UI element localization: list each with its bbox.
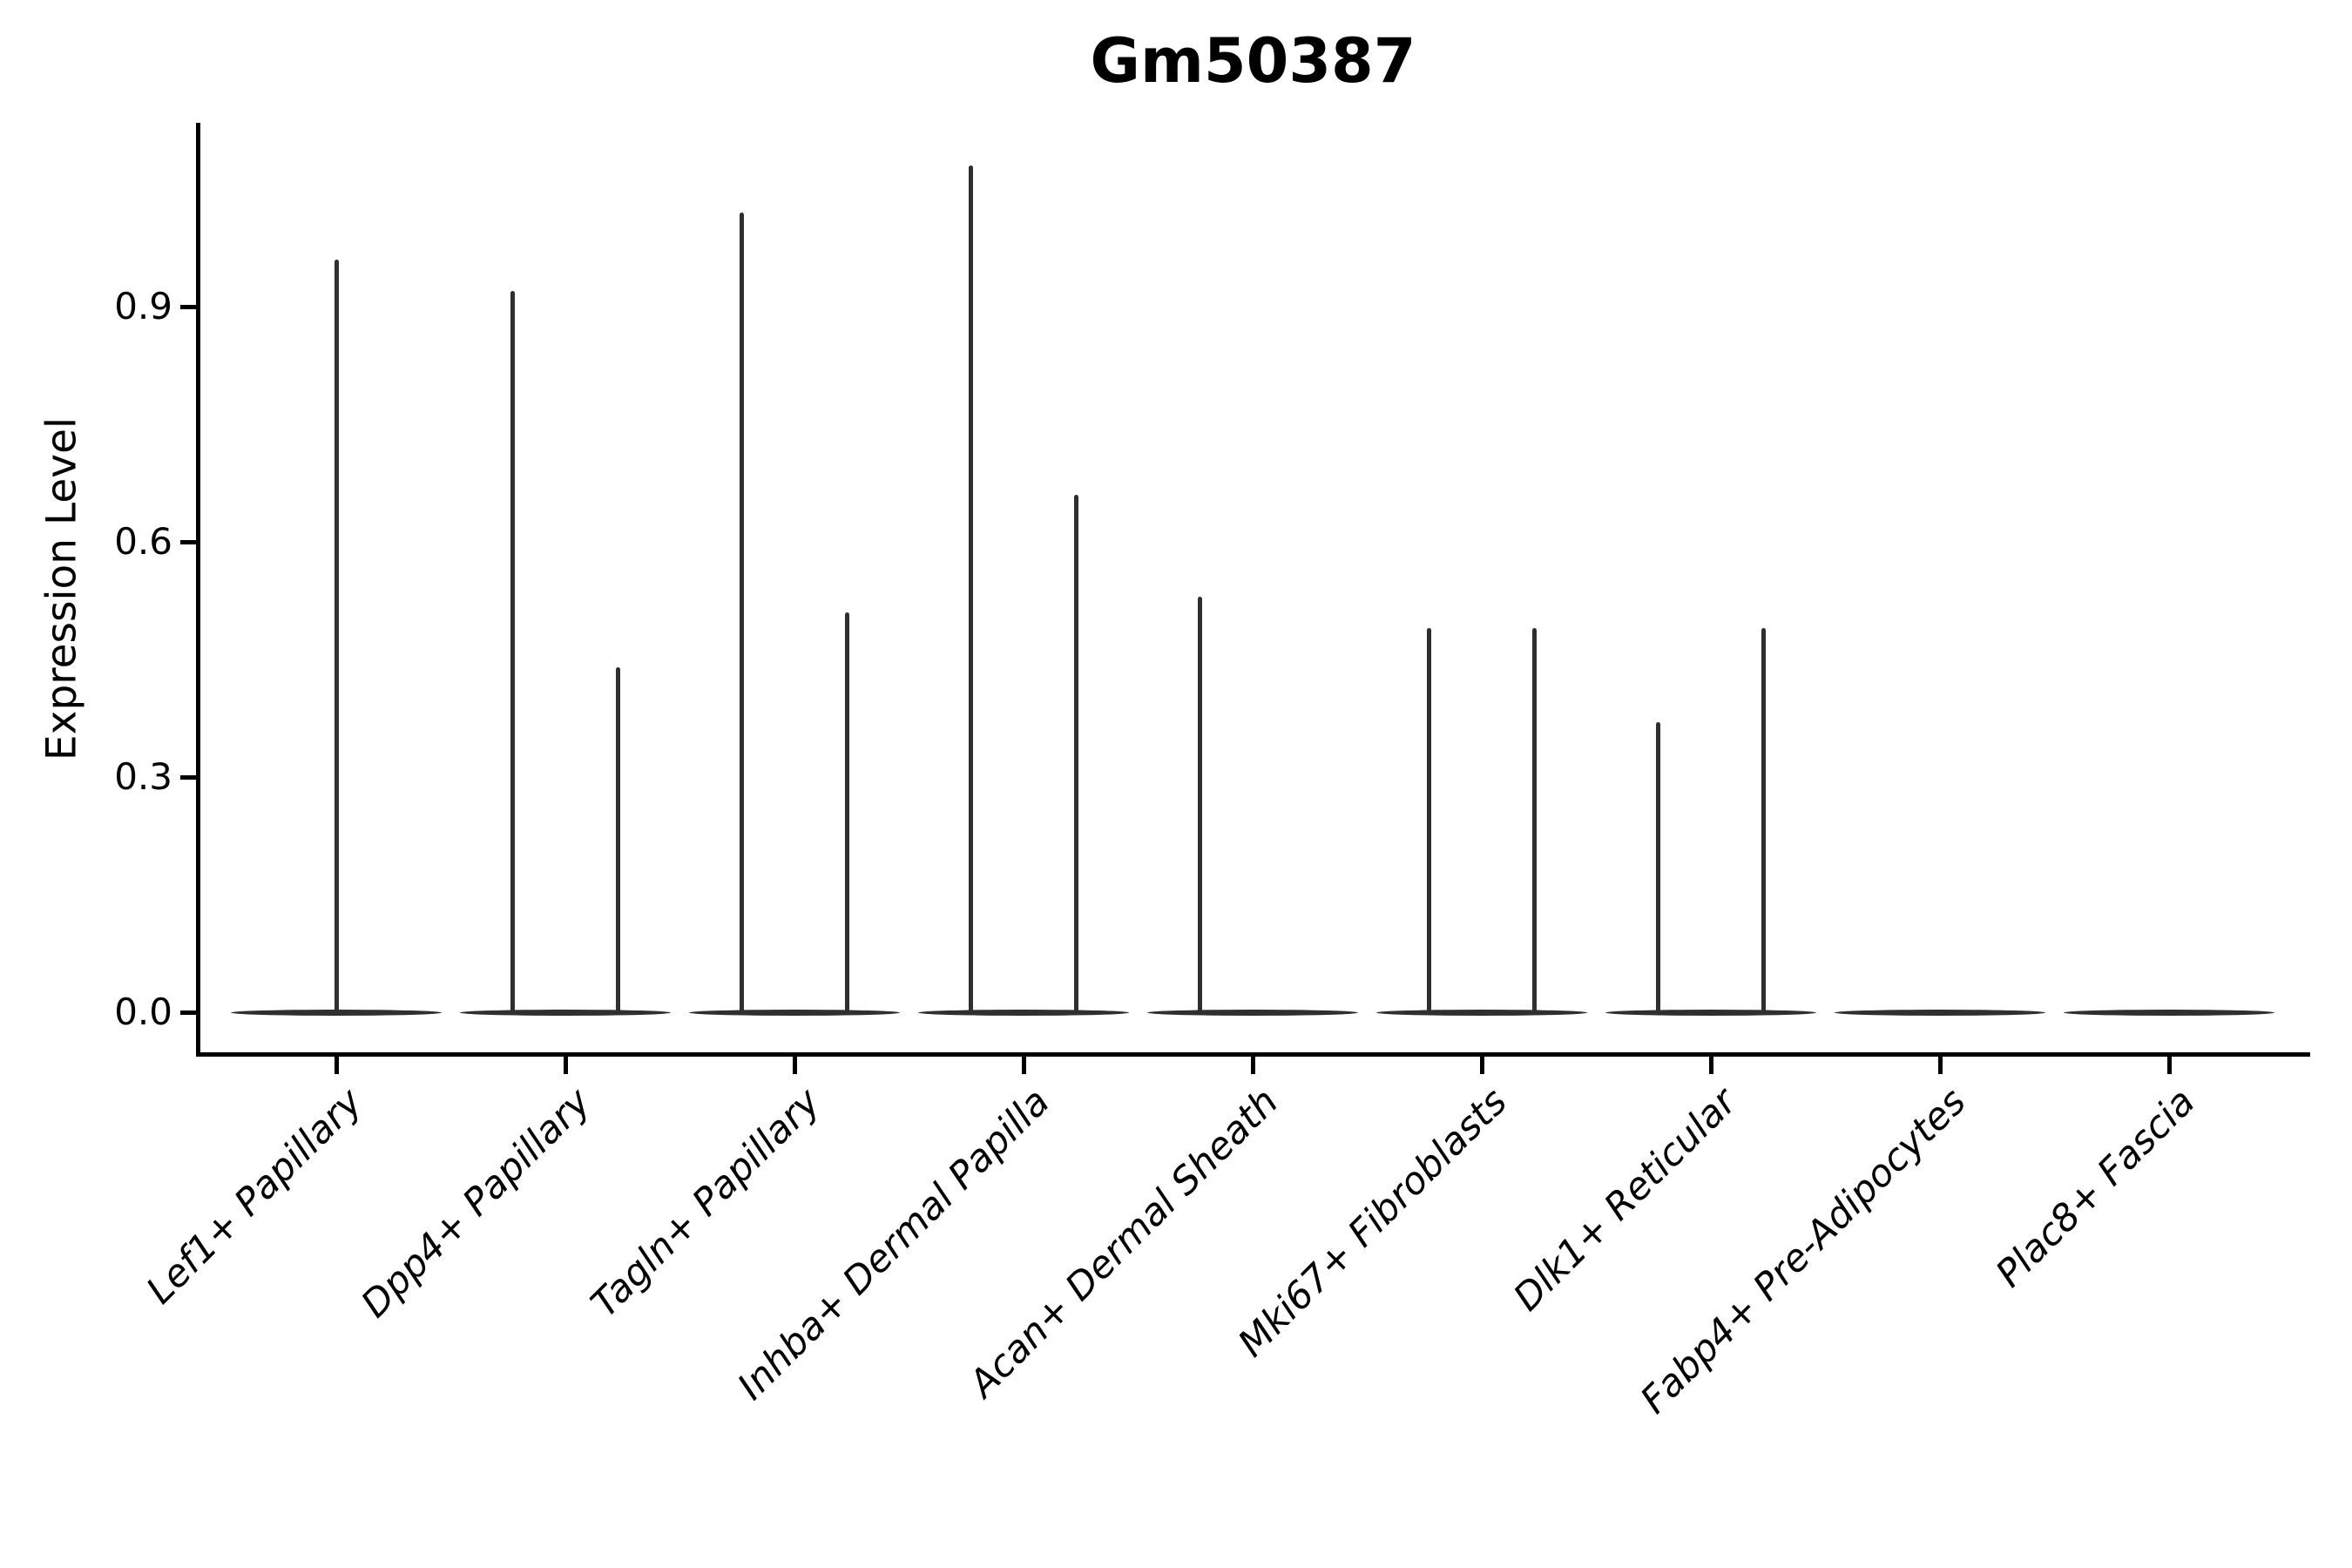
x-tick-label: Dlk1+ Reticular <box>1505 1079 1746 1320</box>
y-axis-label: Expression Level <box>37 416 86 761</box>
y-tick-label: 0.9 <box>114 285 172 328</box>
x-tick <box>563 1057 568 1074</box>
y-tick <box>180 774 196 780</box>
x-tick <box>2166 1057 2172 1074</box>
violin-spike <box>1532 628 1537 1014</box>
x-tick <box>792 1057 797 1074</box>
violin-flat-base <box>689 1009 900 1016</box>
x-tick-label: Tagln+ Papillary <box>582 1079 829 1327</box>
x-tick <box>1708 1057 1713 1074</box>
x-tick <box>1937 1057 1943 1074</box>
plot-title: Gm50387 <box>1090 25 1416 97</box>
violin-spike <box>616 667 620 1014</box>
violin-flat-base <box>2064 1009 2274 1016</box>
violin-spike <box>1656 722 1660 1014</box>
violin-flat-base <box>918 1009 1129 1016</box>
violin-spike <box>969 166 973 1014</box>
y-tick <box>180 539 196 544</box>
x-axis-line <box>196 1052 2310 1057</box>
violin-spike <box>1198 597 1202 1014</box>
violin-spike <box>1761 628 1766 1014</box>
x-tick-label: Mki67+ Fibroblasts <box>1230 1079 1517 1366</box>
x-tick-label: Dpp4+ Papillary <box>353 1079 600 1327</box>
violin-flat-base <box>1605 1009 1816 1016</box>
y-tick <box>180 1010 196 1015</box>
y-tick <box>180 304 196 309</box>
x-tick <box>1021 1057 1026 1074</box>
violin-flat-base <box>1147 1009 1358 1016</box>
violin-flat-base <box>460 1009 671 1016</box>
violin-spike <box>1427 628 1431 1014</box>
violin-spike <box>845 612 849 1014</box>
y-axis-line <box>196 123 200 1057</box>
violin-spike <box>510 291 515 1014</box>
violin-flat-base <box>1376 1009 1587 1016</box>
y-tick-label: 0.0 <box>114 990 172 1033</box>
x-tick <box>334 1057 339 1074</box>
violin-spike <box>1074 495 1078 1014</box>
violin-spike <box>740 213 744 1014</box>
x-tick <box>1479 1057 1484 1074</box>
violin-spike <box>334 260 339 1014</box>
violin-flat-base <box>1835 1009 2045 1016</box>
x-tick-label: Lef1+ Papillary <box>138 1079 371 1313</box>
y-tick-label: 0.3 <box>114 755 172 798</box>
y-tick-label: 0.6 <box>114 520 172 563</box>
x-tick <box>1250 1057 1255 1074</box>
x-tick-label: Plac8+ Fascia <box>1987 1079 2204 1296</box>
